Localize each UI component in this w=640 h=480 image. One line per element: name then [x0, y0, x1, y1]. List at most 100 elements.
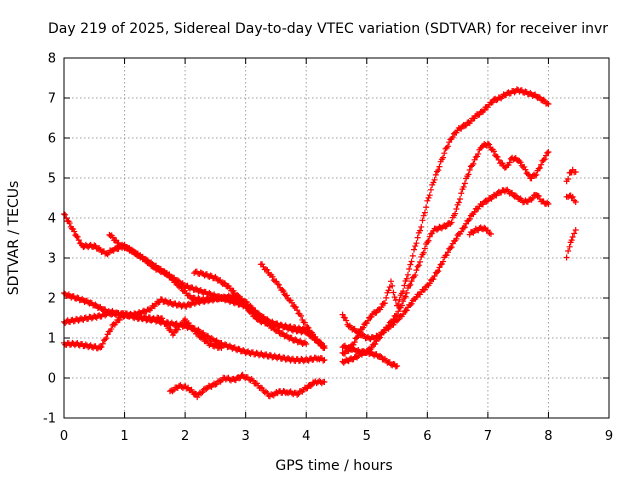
data-point	[461, 180, 468, 187]
data-point	[426, 192, 433, 199]
data-point	[458, 228, 465, 235]
data-point	[403, 307, 410, 314]
data-point	[249, 310, 256, 317]
data-point	[449, 134, 456, 141]
data-point	[407, 261, 414, 268]
data-point	[163, 321, 170, 328]
x-tick-label: 2	[181, 429, 189, 444]
data-point	[360, 324, 367, 331]
data-point	[448, 219, 455, 226]
data-point	[190, 325, 197, 332]
series-track-14	[563, 227, 579, 261]
data-point	[408, 300, 415, 307]
data-point	[194, 394, 201, 401]
x-tick-label: 6	[423, 429, 431, 444]
data-point	[198, 390, 205, 397]
data-point	[425, 237, 432, 244]
data-point	[339, 311, 346, 318]
data-point	[440, 154, 447, 161]
data-point	[417, 258, 424, 265]
data-point	[73, 233, 80, 240]
data-point	[165, 271, 172, 278]
data-point	[288, 299, 295, 306]
data-point	[471, 209, 478, 216]
data-point	[406, 282, 413, 289]
data-point	[565, 176, 572, 183]
data-point	[461, 122, 468, 129]
data-point	[269, 273, 276, 280]
data-point	[394, 317, 401, 324]
data-point	[566, 243, 573, 250]
data-point	[571, 230, 578, 237]
series-track-5	[106, 231, 243, 304]
data-point	[194, 330, 201, 337]
data-point	[205, 333, 212, 340]
data-point	[421, 245, 428, 252]
data-point	[294, 391, 301, 398]
data-point	[475, 150, 482, 157]
data-point	[396, 296, 403, 303]
data-point	[132, 249, 139, 256]
data-point	[487, 231, 494, 237]
data-point	[489, 99, 496, 106]
data-point	[178, 284, 185, 291]
data-point	[418, 223, 425, 230]
data-point	[102, 336, 109, 343]
data-point	[483, 198, 490, 205]
data-point	[421, 209, 428, 216]
data-point	[452, 210, 459, 217]
data-point	[465, 171, 472, 178]
data-point	[388, 278, 394, 285]
data-point	[321, 357, 328, 363]
y-tick-label: 2	[48, 292, 56, 307]
data-point	[435, 268, 442, 275]
data-point	[391, 294, 398, 301]
data-point	[162, 321, 169, 328]
x-tick-label: 3	[242, 429, 250, 444]
data-point	[413, 240, 420, 247]
data-point	[275, 281, 282, 288]
y-tick-label: 0	[48, 372, 56, 387]
data-point	[400, 298, 407, 305]
data-point	[441, 150, 448, 157]
data-point	[389, 282, 396, 289]
y-axis-label: SDTVAR / TECUs	[6, 181, 22, 296]
data-point	[421, 286, 428, 293]
data-point	[220, 279, 227, 286]
data-point	[466, 166, 473, 173]
data-point	[478, 144, 485, 151]
data-point	[481, 107, 488, 114]
data-point	[461, 224, 468, 231]
data-point	[140, 314, 147, 321]
y-tick-label: -1	[43, 412, 56, 427]
data-point	[264, 267, 271, 274]
data-point	[407, 281, 414, 288]
data-point	[174, 326, 181, 333]
data-point	[104, 331, 111, 338]
y-tick-label: 5	[48, 172, 56, 187]
data-point	[486, 141, 493, 148]
data-point	[280, 288, 287, 295]
data-point	[146, 260, 153, 267]
y-tick-label: 7	[48, 92, 56, 107]
data-point	[413, 267, 420, 274]
data-point	[423, 204, 430, 211]
series-track-3	[61, 310, 225, 352]
data-point	[411, 246, 418, 253]
data-point	[321, 379, 328, 385]
data-point	[529, 195, 536, 202]
data-point	[301, 319, 308, 326]
y-tick-label: 4	[48, 212, 56, 227]
data-point	[420, 249, 427, 256]
data-point	[383, 294, 390, 301]
data-point	[99, 340, 106, 347]
data-point	[317, 340, 324, 347]
data-point	[390, 289, 397, 296]
data-point	[279, 329, 285, 336]
x-tick-label: 8	[544, 429, 552, 444]
data-point	[565, 247, 572, 254]
data-point	[279, 286, 286, 293]
data-point	[535, 165, 542, 172]
data-point	[425, 194, 432, 201]
